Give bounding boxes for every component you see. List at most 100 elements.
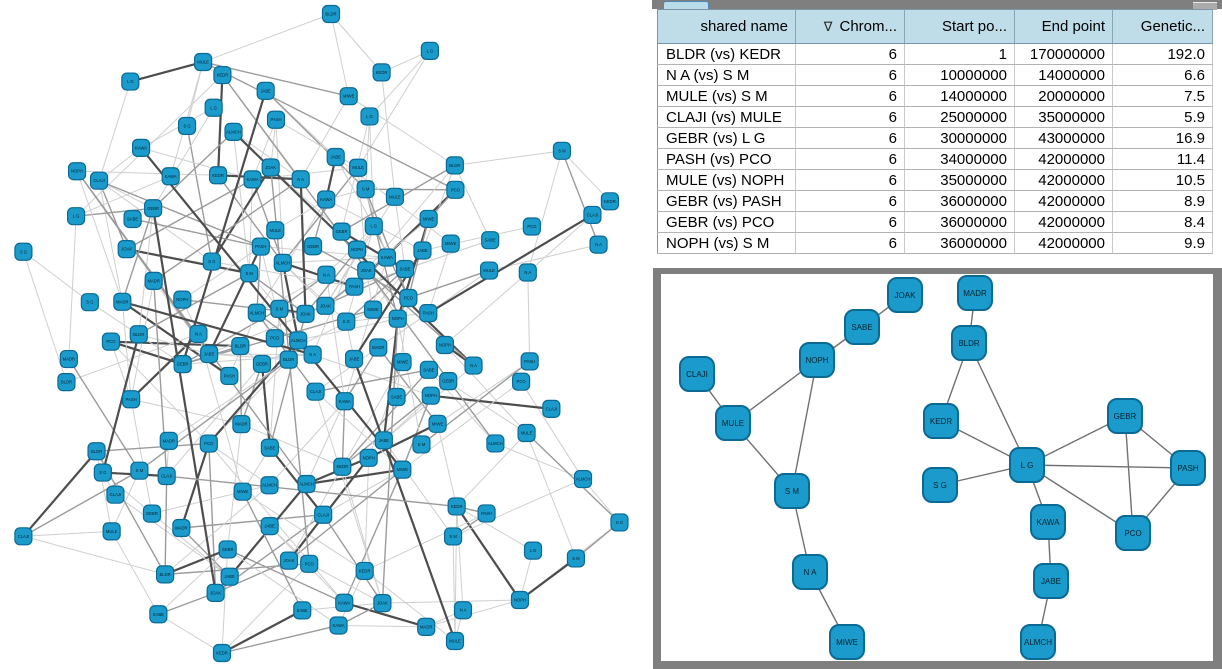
network-edge[interactable]	[315, 369, 430, 393]
network-node[interactable]: MIWE	[339, 87, 358, 106]
network-edge[interactable]	[338, 624, 427, 628]
network-edge[interactable]	[495, 442, 584, 480]
network-edge[interactable]	[282, 262, 347, 322]
network-edge[interactable]	[138, 208, 154, 335]
network-edge[interactable]	[365, 188, 410, 299]
network-node[interactable]: BLDR	[156, 565, 175, 584]
network-edge[interactable]	[561, 150, 600, 245]
table-cell[interactable]: 10000000	[904, 64, 1015, 86]
network-edge[interactable]	[427, 213, 593, 315]
table-cell[interactable]: CLAJI (vs) MULE	[657, 106, 796, 128]
network-edge[interactable]	[153, 178, 302, 282]
network-edge[interactable]	[239, 346, 243, 425]
network-edge[interactable]	[452, 478, 584, 537]
network-edge[interactable]	[422, 226, 532, 251]
table-cell[interactable]: 42000000	[1014, 232, 1113, 254]
network-node[interactable]: MULE	[479, 261, 499, 280]
network-node[interactable]: S M	[412, 435, 431, 454]
network-node-sabe[interactable]: SABE	[844, 309, 880, 345]
network-edge[interactable]	[365, 188, 456, 191]
network-edge[interactable]	[437, 423, 458, 507]
network-edge[interactable]	[208, 443, 270, 486]
network-node[interactable]: KAWA	[329, 616, 348, 635]
network-node[interactable]: PCO	[101, 332, 121, 351]
network-node[interactable]: MULE	[194, 52, 213, 72]
network-node[interactable]: KEDR	[208, 166, 228, 185]
network-edge[interactable]	[98, 180, 123, 302]
network-node[interactable]: JABE	[374, 431, 393, 450]
network-node[interactable]: MULE	[445, 631, 465, 651]
network-edge[interactable]	[300, 95, 350, 180]
network-edge[interactable]	[216, 74, 224, 176]
network-edge[interactable]	[151, 513, 230, 578]
network-edge[interactable]	[1026, 464, 1134, 534]
network-edge[interactable]	[368, 422, 439, 459]
table-row[interactable]: MULE (vs) S M 6 14000000 20000000 7.5	[657, 85, 1213, 107]
network-edge[interactable]	[130, 60, 204, 83]
network-edge[interactable]	[252, 119, 277, 180]
table-cell[interactable]: 6	[795, 127, 905, 149]
table-cell[interactable]: NOPH (vs) S M	[657, 232, 796, 254]
network-node[interactable]: L G	[204, 98, 223, 117]
table-cell[interactable]: 16.9	[1112, 127, 1213, 149]
network-edge[interactable]	[364, 457, 370, 571]
network-edge[interactable]	[241, 423, 343, 468]
network-edge[interactable]	[101, 333, 140, 473]
network-node-pash[interactable]: PASH	[1170, 450, 1206, 486]
network-node[interactable]: MADR	[59, 349, 78, 369]
network-node[interactable]: SABE	[395, 259, 415, 279]
network-edge[interactable]	[1124, 415, 1134, 534]
network-edge[interactable]	[121, 301, 132, 400]
network-edge[interactable]	[357, 50, 431, 168]
table-cell[interactable]: 170000000	[1014, 43, 1113, 65]
table-row[interactable]: GEBR (vs) PCO 6 36000000 42000000 8.4	[657, 211, 1213, 233]
network-edge[interactable]	[221, 609, 303, 654]
network-node[interactable]: PCO	[446, 180, 465, 199]
network-edge[interactable]	[68, 358, 140, 472]
network-node[interactable]: L G	[67, 207, 86, 226]
network-node[interactable]: BLDR	[321, 4, 341, 24]
network-edge[interactable]	[217, 174, 284, 264]
table-cell[interactable]: 14000000	[1014, 64, 1113, 86]
network-node[interactable]: S G	[202, 252, 221, 271]
table-cell[interactable]: 6	[795, 148, 905, 170]
network-node[interactable]: GEBR	[303, 237, 323, 256]
network-node[interactable]: KAWA	[377, 248, 397, 267]
network-node[interactable]: JOAK	[206, 583, 225, 602]
network-edge[interactable]	[98, 180, 128, 250]
network-node[interactable]: CLAJI	[583, 205, 602, 225]
table-cell[interactable]: 6.6	[1112, 64, 1213, 86]
network-node[interactable]: ALMCH	[297, 474, 316, 494]
scrollbar-fragment[interactable]	[1193, 2, 1217, 10]
network-node[interactable]: S G	[80, 293, 99, 312]
network-edge[interactable]	[275, 119, 359, 169]
network-node[interactable]: S M	[443, 527, 463, 546]
table-cell[interactable]: 5.9	[1112, 106, 1213, 128]
network-edge[interactable]	[365, 116, 371, 190]
network-node[interactable]: N A	[317, 265, 336, 284]
network-edge[interactable]	[23, 470, 140, 537]
network-node[interactable]: KEDR	[212, 643, 232, 663]
network-edge[interactable]	[454, 506, 458, 642]
network-node[interactable]: S G	[337, 312, 356, 331]
table-row[interactable]: N A (vs) S M 6 10000000 14000000 6.6	[657, 64, 1213, 86]
network-node[interactable]: L G	[364, 217, 383, 236]
network-node[interactable]: JOAK	[373, 594, 392, 613]
network-edge[interactable]	[430, 394, 552, 410]
network-node[interactable]: JOAK	[117, 240, 136, 259]
network-node[interactable]: MADR	[159, 431, 178, 450]
network-edge[interactable]	[527, 214, 593, 273]
network-node[interactable]: S M	[566, 549, 586, 568]
network-edge[interactable]	[138, 359, 290, 472]
network-edge[interactable]	[330, 13, 382, 73]
network-edge[interactable]	[180, 443, 210, 529]
network-edge[interactable]	[209, 353, 289, 361]
network-node[interactable]: JOAK	[357, 261, 376, 280]
table-cell[interactable]: 42000000	[1014, 211, 1113, 233]
table-cell[interactable]: 34000000	[904, 148, 1015, 170]
network-edge[interactable]	[324, 225, 375, 307]
column-header-start-po[interactable]: Start po...	[904, 9, 1015, 44]
network-node[interactable]: MIWE	[393, 460, 412, 479]
network-edge[interactable]	[76, 207, 154, 217]
network-node[interactable]: NOPH	[359, 448, 378, 467]
